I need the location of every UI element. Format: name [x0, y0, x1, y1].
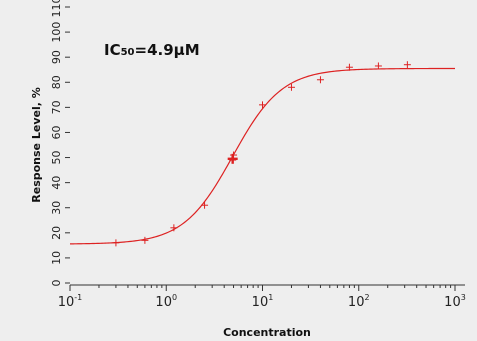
y-tick-label: 90	[50, 50, 63, 64]
x-tick-base: 10	[155, 295, 172, 310]
x-tick-base: 10	[348, 295, 365, 310]
x-tick-base: 10	[444, 295, 461, 310]
data-point	[201, 201, 209, 209]
y-tick-label: 20	[50, 226, 63, 240]
ic50-annotation: IC50=4.9µM	[104, 41, 200, 59]
data-point	[403, 61, 411, 69]
data-point	[170, 224, 178, 232]
ic50-annotation-main: IC	[104, 41, 121, 59]
x-tick-base: 10	[252, 295, 269, 310]
y-tick-label: 80	[50, 75, 63, 89]
ic50-annotation-value: =4.9µM	[135, 41, 200, 59]
y-tick-label: 0	[50, 280, 63, 287]
y-tick-label: 30	[50, 201, 63, 215]
y-tick-label: 50	[50, 151, 63, 165]
x-tick-exponent: 1	[268, 293, 273, 302]
x-tick-exponent: 0	[172, 293, 177, 302]
data-point	[345, 63, 353, 71]
x-tick-label: 100	[155, 293, 177, 310]
y-tick-label: 110	[50, 0, 63, 18]
y-tick-label: 70	[50, 100, 63, 114]
x-tick-exponent: -1	[74, 293, 82, 302]
y-tick-label: 40	[50, 176, 63, 190]
y-tick-label: 100	[50, 22, 63, 43]
x-tick-label: 102	[348, 293, 370, 310]
y-axis-ticks: 0 10 20 30 40 50 60 70 80 90 100 110	[50, 0, 70, 287]
fitted-curve	[69, 67, 455, 245]
x-tick-base: 10	[58, 295, 75, 310]
y-axis-title: Response Level, %	[30, 87, 43, 202]
plot-area	[70, 5, 465, 285]
plot-content	[69, 61, 455, 247]
x-axis-title: Concentration	[223, 326, 311, 339]
data-point	[374, 62, 382, 70]
x-tick-label: 103	[444, 293, 466, 310]
data-point	[316, 76, 324, 84]
data-point	[141, 236, 149, 244]
y-tick-label: 60	[50, 125, 63, 139]
data-point	[112, 239, 120, 247]
x-tick-label: 10-1	[58, 293, 83, 310]
x-tick-exponent: 3	[461, 293, 466, 302]
x-tick-label: 101	[252, 293, 274, 310]
ic50-annotation-subscript: 50	[121, 47, 135, 58]
y-tick-label: 10	[50, 251, 63, 265]
data-point	[259, 101, 266, 109]
ic50-point-marker	[227, 153, 238, 164]
x-tick-exponent: 2	[364, 293, 369, 302]
data-point	[287, 83, 295, 91]
x-axis-ticks: 10-1 100 101 102 103	[58, 285, 466, 310]
